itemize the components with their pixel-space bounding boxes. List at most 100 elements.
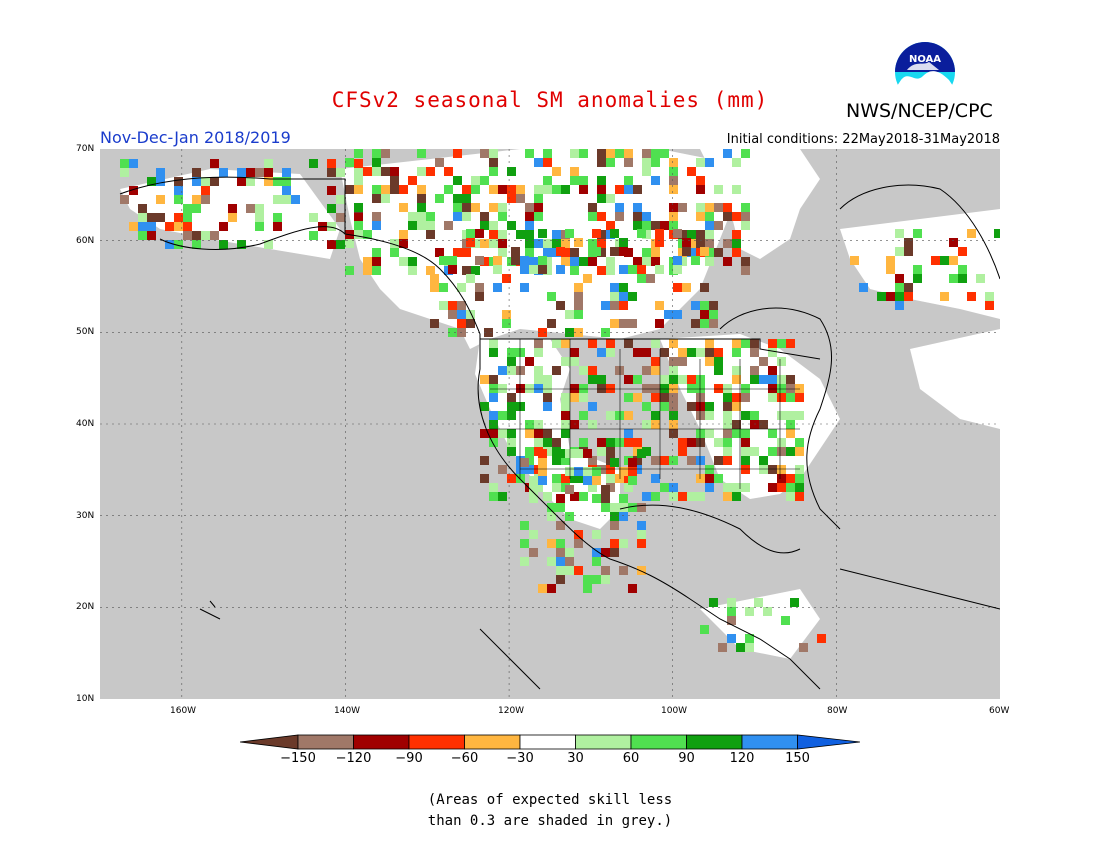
anomaly-cell	[624, 483, 633, 492]
anomaly-cell	[561, 239, 570, 248]
anomaly-cell	[705, 465, 714, 474]
anomaly-cell	[741, 447, 750, 456]
anomaly-cell	[480, 429, 489, 438]
anomaly-cell	[579, 185, 588, 194]
anomaly-cell	[610, 521, 619, 530]
anomaly-cell	[480, 149, 489, 158]
anomaly-cell	[381, 194, 390, 203]
anomaly-cell	[489, 230, 498, 239]
anomaly-cell	[192, 204, 201, 213]
anomaly-cell	[745, 607, 754, 616]
anomaly-cell	[538, 229, 547, 238]
anomaly-cell	[192, 240, 201, 249]
anomaly-cell	[597, 185, 606, 194]
anomaly-cell	[727, 634, 736, 643]
logo-text: NOAA	[909, 54, 941, 65]
anomaly-cell	[741, 339, 750, 348]
anomaly-cell	[637, 566, 646, 575]
anomaly-cell	[552, 185, 561, 194]
anomaly-cell	[886, 292, 895, 301]
anomaly-cell	[750, 420, 759, 429]
anomaly-cell	[570, 248, 579, 257]
anomaly-cell	[462, 203, 471, 212]
anomaly-cell	[561, 185, 570, 194]
anomaly-cell	[246, 168, 255, 177]
anomaly-cell	[700, 283, 709, 292]
anomaly-cell	[543, 176, 552, 185]
anomaly-cell	[958, 247, 967, 256]
anomaly-cell	[565, 467, 574, 476]
anomaly-cell	[615, 149, 624, 158]
anomaly-cell	[606, 465, 615, 474]
anomaly-cell	[660, 393, 669, 402]
anomaly-cell	[538, 256, 547, 265]
anomaly-cell	[435, 158, 444, 167]
anomaly-cell	[547, 584, 556, 593]
anomaly-cell	[507, 357, 516, 366]
anomaly-cell	[895, 292, 904, 301]
anomaly-cell	[777, 384, 786, 393]
anomaly-cell	[480, 212, 489, 221]
anomaly-cell	[628, 458, 637, 467]
anomaly-cell	[516, 465, 525, 474]
anomaly-cell	[520, 539, 529, 548]
anomaly-cell	[516, 402, 525, 411]
anomaly-cell	[994, 229, 1003, 238]
anomaly-cell	[913, 229, 922, 238]
anomaly-cell	[534, 194, 543, 203]
anomaly-cell	[538, 328, 547, 337]
anomaly-cell	[606, 348, 615, 357]
anomaly-cell	[579, 492, 588, 501]
anomaly-cell	[709, 598, 718, 607]
anomaly-cell	[534, 203, 543, 212]
anomaly-cell	[336, 195, 345, 204]
anomaly-cell	[799, 643, 808, 652]
anomaly-cell	[574, 301, 583, 310]
anomaly-cell	[498, 492, 507, 501]
anomaly-cell	[628, 476, 637, 485]
anomaly-cell	[642, 149, 651, 158]
anomaly-cell	[714, 221, 723, 230]
anomaly-cell	[651, 339, 660, 348]
anomaly-cell	[736, 643, 745, 652]
anomaly-cell	[678, 375, 687, 384]
anomaly-cell	[723, 483, 732, 492]
anomaly-cell	[363, 266, 372, 275]
anomaly-cell	[610, 319, 619, 328]
anomaly-cell	[399, 203, 408, 212]
anomaly-cell	[628, 319, 637, 328]
anomaly-cell	[291, 195, 300, 204]
anomaly-cell	[507, 366, 516, 375]
anomaly-cell	[678, 447, 687, 456]
anomaly-cell	[525, 230, 534, 239]
anomaly-cell	[372, 221, 381, 230]
anomaly-cell	[601, 548, 610, 557]
colorbar-tick-label: 90	[678, 751, 695, 766]
anomaly-cell	[570, 167, 579, 176]
anomaly-cell	[714, 203, 723, 212]
anomaly-cell	[435, 248, 444, 257]
anomaly-cell	[363, 257, 372, 266]
anomaly-cell	[408, 266, 417, 275]
anomaly-cell	[417, 167, 426, 176]
anomaly-cell	[556, 539, 565, 548]
anomaly-cell	[786, 393, 795, 402]
anomaly-cell	[624, 438, 633, 447]
anomaly-cell	[651, 456, 660, 465]
anomaly-cell	[372, 149, 381, 158]
anomaly-cell	[606, 384, 615, 393]
anomaly-cell	[714, 348, 723, 357]
anomaly-cell	[525, 212, 534, 221]
anomaly-cell	[507, 447, 516, 456]
anomaly-cell	[255, 168, 264, 177]
anomaly-cell	[592, 467, 601, 476]
anomaly-cell	[583, 476, 592, 485]
anomaly-cell	[759, 465, 768, 474]
anomaly-cell	[624, 158, 633, 167]
anomaly-cell	[480, 221, 489, 230]
anomaly-cell	[777, 447, 786, 456]
anomaly-cell	[556, 566, 565, 575]
anomaly-cell	[985, 292, 994, 301]
colorbar-segment	[686, 734, 743, 750]
lat-label-10n: 10N	[76, 694, 95, 704]
